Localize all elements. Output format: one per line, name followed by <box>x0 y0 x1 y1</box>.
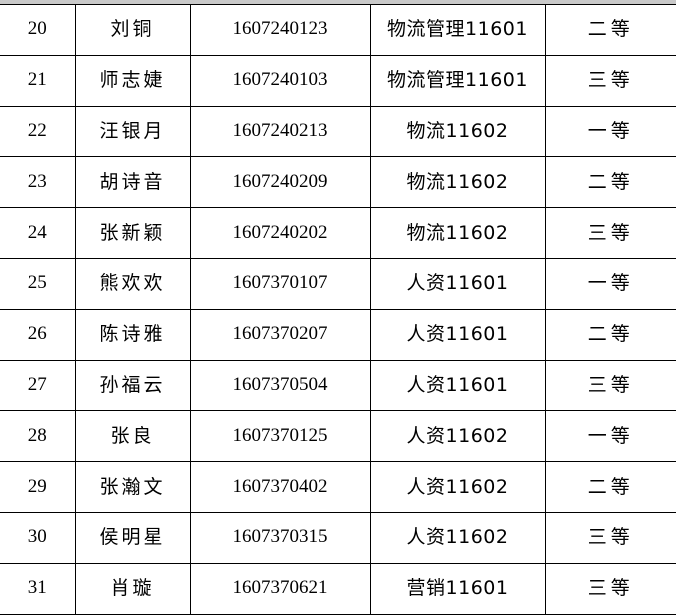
table-row: 26 陈诗雅 1607370207 人资11601 二等 <box>0 308 676 361</box>
cell-class-name: 人资11601 <box>370 257 546 310</box>
cell-sequence-number: 21 <box>0 54 76 107</box>
cell-student-name: 师志婕 <box>75 54 191 107</box>
cell-sequence-number: 24 <box>0 207 76 259</box>
cell-award-level: 一等 <box>545 105 676 158</box>
cell-sequence-number: 23 <box>0 156 76 209</box>
cell-student-id: 1607370107 <box>190 257 371 310</box>
cell-class-name: 人资11602 <box>370 461 546 513</box>
cell-award-level: 二等 <box>545 461 676 513</box>
table-body: 20 刘铜 1607240123 物流管理11601 二等 21 师志婕 1607240103… <box>0 4 676 615</box>
cell-class-name: 人资11602 <box>370 511 546 564</box>
table-row: 24 张新颖 1607240202 物流11602 三等 <box>0 207 676 259</box>
cell-award-level: 二等 <box>545 156 676 209</box>
cell-student-name: 肖璇 <box>75 562 191 615</box>
cell-class-name: 人资11601 <box>370 308 546 361</box>
table-row: 30 侯明星 1607370315 人资11602 三等 <box>0 511 676 564</box>
cell-student-name: 陈诗雅 <box>75 308 191 361</box>
cell-sequence-number: 26 <box>0 308 76 361</box>
cell-sequence-number: 25 <box>0 257 76 310</box>
cell-student-id: 1607240209 <box>190 156 371 209</box>
cell-class-name: 人资11601 <box>370 359 546 412</box>
cell-student-name: 张瀚文 <box>75 461 191 513</box>
cell-student-id: 1607370315 <box>190 511 371 564</box>
cell-class-name: 物流管理11601 <box>370 54 546 107</box>
cell-class-name: 物流管理11601 <box>370 4 546 56</box>
cell-class-name: 营销11601 <box>370 562 546 615</box>
cell-award-level: 二等 <box>545 308 676 361</box>
award-roster-table: 20 刘铜 1607240123 物流管理11601 二等 21 师志婕 1607240103… <box>0 4 676 615</box>
cell-student-name: 孙福云 <box>75 359 191 412</box>
cell-award-level: 三等 <box>545 207 676 259</box>
cell-student-id: 1607370621 <box>190 562 371 615</box>
cell-student-id: 1607240202 <box>190 207 371 259</box>
table-row: 29 张瀚文 1607370402 人资11602 二等 <box>0 461 676 513</box>
cell-award-level: 三等 <box>545 54 676 107</box>
table-row: 27 孙福云 1607370504 人资11601 三等 <box>0 359 676 412</box>
cell-student-id: 1607370402 <box>190 461 371 513</box>
cell-student-name: 张新颖 <box>75 207 191 259</box>
table-row: 23 胡诗音 1607240209 物流11602 二等 <box>0 156 676 209</box>
cell-sequence-number: 27 <box>0 359 76 412</box>
cell-sequence-number: 30 <box>0 511 76 564</box>
scan-top-edge <box>0 0 676 4</box>
cell-student-id: 1607240213 <box>190 105 371 158</box>
cell-sequence-number: 29 <box>0 461 76 513</box>
table-row: 31 肖璇 1607370621 营销11601 三等 <box>0 562 676 615</box>
cell-student-id: 1607240103 <box>190 54 371 107</box>
cell-student-name: 汪银月 <box>75 105 191 158</box>
cell-class-name: 物流11602 <box>370 156 546 209</box>
cell-student-id: 1607370207 <box>190 308 371 361</box>
cell-student-name: 熊欢欢 <box>75 257 191 310</box>
table-row: 25 熊欢欢 1607370107 人资11601 一等 <box>0 257 676 310</box>
cell-student-id: 1607240123 <box>190 4 371 56</box>
cell-student-name: 张良 <box>75 410 191 463</box>
cell-award-level: 三等 <box>545 359 676 412</box>
cell-sequence-number: 31 <box>0 562 76 615</box>
cell-student-name: 侯明星 <box>75 511 191 564</box>
cell-student-id: 1607370125 <box>190 410 371 463</box>
table-row: 28 张良 1607370125 人资11602 一等 <box>0 410 676 463</box>
cell-sequence-number: 28 <box>0 410 76 463</box>
cell-sequence-number: 22 <box>0 105 76 158</box>
cell-award-level: 三等 <box>545 562 676 615</box>
table-row: 22 汪银月 1607240213 物流11602 一等 <box>0 105 676 158</box>
cell-student-id: 1607370504 <box>190 359 371 412</box>
table-row: 20 刘铜 1607240123 物流管理11601 二等 <box>0 4 676 56</box>
cell-award-level: 一等 <box>545 257 676 310</box>
cell-award-level: 三等 <box>545 511 676 564</box>
cell-class-name: 物流11602 <box>370 207 546 259</box>
cell-student-name: 刘铜 <box>75 4 191 56</box>
cell-student-name: 胡诗音 <box>75 156 191 209</box>
cell-class-name: 人资11602 <box>370 410 546 463</box>
cell-award-level: 一等 <box>545 410 676 463</box>
cell-award-level: 二等 <box>545 4 676 56</box>
table-row: 21 师志婕 1607240103 物流管理11601 三等 <box>0 54 676 107</box>
cell-class-name: 物流11602 <box>370 105 546 158</box>
cell-sequence-number: 20 <box>0 4 76 56</box>
